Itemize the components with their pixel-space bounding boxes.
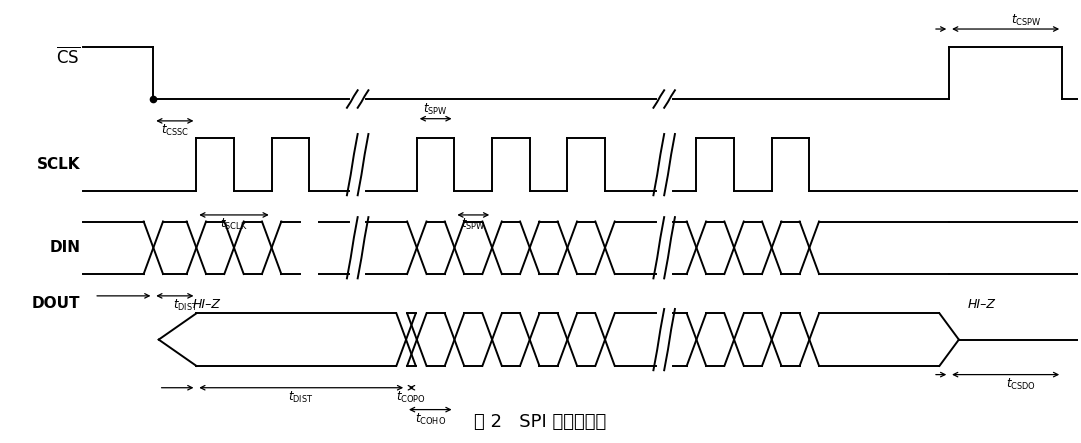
Text: $\overline{\rm CS}$: $\overline{\rm CS}$ [56,47,80,67]
Text: DIN: DIN [50,240,80,255]
Text: $t_{\rm SPW}$: $t_{\rm SPW}$ [424,102,448,117]
Text: HI–Z: HI–Z [193,298,222,311]
Text: 图 2   SPI 通讯时序图: 图 2 SPI 通讯时序图 [475,413,606,431]
Text: DOUT: DOUT [31,296,80,311]
Text: HI–Z: HI–Z [967,298,996,311]
Text: $t_{\rm DIST}$: $t_{\rm DIST}$ [289,390,315,405]
Text: $t_{\rm SPW}$: $t_{\rm SPW}$ [461,217,485,232]
Text: SCLK: SCLK [37,157,80,172]
Text: $t_{\rm SCLK}$: $t_{\rm SCLK}$ [221,217,248,232]
Text: $t_{\rm DIST}$: $t_{\rm DIST}$ [173,298,199,313]
Text: $t_{\rm CSDO}$: $t_{\rm CSDO}$ [1005,377,1036,392]
Text: $t_{\rm COPO}$: $t_{\rm COPO}$ [397,390,426,405]
Text: $t_{\rm CSSC}$: $t_{\rm CSSC}$ [161,123,189,138]
Text: $t_{\rm CSPW}$: $t_{\rm CSPW}$ [1011,12,1041,28]
Text: $t_{\rm COHO}$: $t_{\rm COHO}$ [415,412,445,427]
